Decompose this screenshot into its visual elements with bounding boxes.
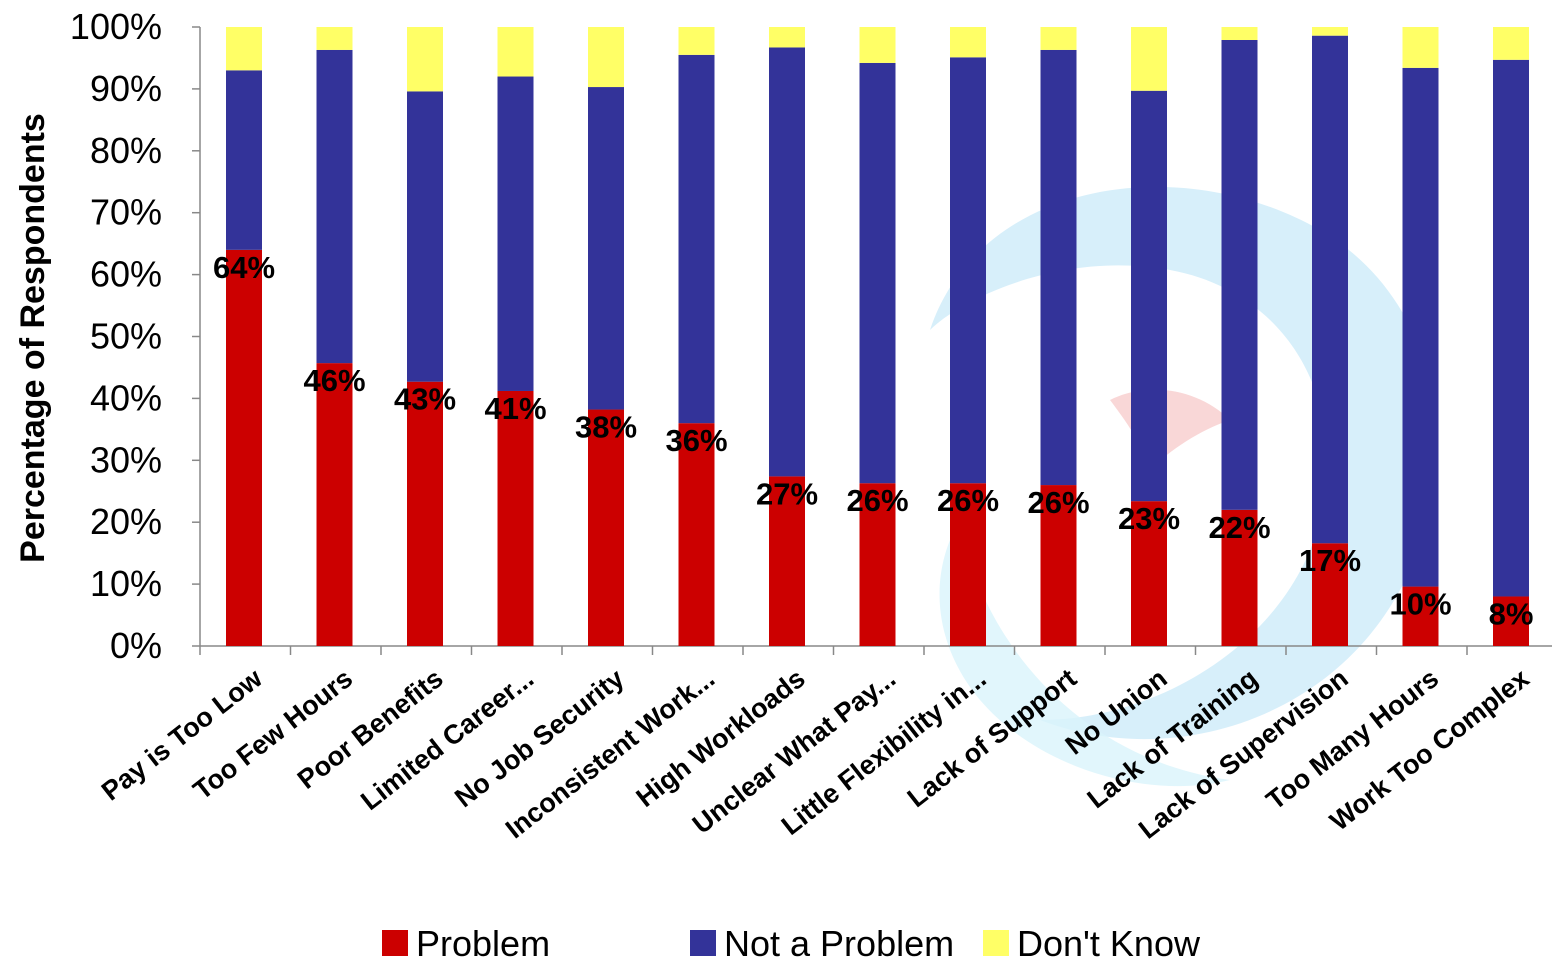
data-label: 36% (665, 423, 727, 458)
y-tick-label: 30% (90, 439, 162, 480)
bar-segment (1221, 509, 1258, 646)
legend-label: Not a Problem (724, 923, 954, 961)
y-axis-label: Percentage of Respondents (14, 113, 52, 563)
y-tick-label: 70% (90, 192, 162, 233)
watermark-swirl (930, 186, 1438, 787)
bar-segment (950, 57, 986, 484)
bar-segment (678, 54, 715, 424)
data-label: 43% (394, 382, 456, 417)
y-tick-label: 0% (110, 625, 162, 666)
bar-segment (950, 483, 986, 646)
bar-segment (1493, 59, 1529, 597)
category-label: Too Few Hours (188, 663, 359, 805)
bar-segment (950, 27, 986, 58)
data-label: 26% (937, 483, 999, 518)
bar-segment (588, 27, 624, 88)
data-label: 27% (756, 476, 818, 511)
bar-segment (497, 27, 534, 77)
legend-swatch (690, 930, 716, 956)
bar-segment (1312, 27, 1348, 36)
bars-group (226, 27, 1529, 646)
y-tick-label: 50% (90, 316, 162, 357)
data-label: 38% (575, 410, 637, 445)
bar-segment (497, 76, 534, 391)
bar-segment (859, 483, 896, 646)
bar-segment (678, 423, 715, 646)
bar-segment (588, 409, 624, 646)
plot-axes: 0% 10% 20% 30% 40% 50% 60% 70% 80% 90% 100% (70, 6, 1552, 666)
bar-segment (407, 381, 443, 646)
bar-segment (1040, 49, 1077, 486)
data-label: 8% (1489, 596, 1534, 631)
bar-segment (226, 70, 262, 250)
bar-segment (226, 27, 262, 71)
bar-segment (316, 363, 353, 646)
y-tick-label: 80% (90, 130, 162, 171)
data-label: 41% (484, 391, 546, 426)
bar-segment (1221, 39, 1258, 510)
bar-segment (1493, 27, 1529, 60)
legend-swatch (983, 930, 1009, 956)
data-label: 17% (1299, 543, 1361, 578)
data-label: 22% (1208, 510, 1270, 545)
legend-label: Don't Know (1017, 923, 1201, 961)
bar-segment (1040, 485, 1077, 646)
y-tick-label: 60% (90, 254, 162, 295)
data-label: 10% (1389, 587, 1451, 622)
data-label: 23% (1118, 501, 1180, 536)
bar-segment (407, 91, 443, 382)
data-labels-group: 64% 46% 43% 41% 38% 36% 27% 26% 26% 26% 23% 22% 17% 1… (213, 250, 1533, 632)
bar-segment (316, 49, 353, 364)
bar-segment (316, 27, 353, 50)
bar-segment (588, 87, 624, 410)
y-tick-label: 10% (90, 563, 162, 604)
y-tick-label: 90% (90, 68, 162, 109)
bar-segment (1131, 27, 1167, 91)
bar-segment (769, 476, 805, 646)
data-label: 26% (1027, 485, 1089, 520)
bar-segment (1131, 501, 1167, 646)
bar-segment (769, 47, 805, 477)
bar-segment (1402, 67, 1439, 587)
y-tick-label: 40% (90, 377, 162, 418)
bar-segment (1402, 586, 1439, 646)
bar-segment (407, 27, 443, 92)
bar-segment (226, 249, 262, 646)
bar-segment (859, 27, 896, 63)
bar-segment (1131, 90, 1167, 502)
bar-segment (1221, 27, 1258, 40)
data-label: 64% (213, 250, 275, 285)
bar-segment (1402, 27, 1439, 68)
legend-swatch (382, 930, 408, 956)
bar-segment (678, 27, 715, 55)
bar-segment (769, 27, 805, 48)
bar-segment (1493, 596, 1529, 646)
legend: Problem Not a Problem Don't Know (382, 923, 1201, 961)
bar-segment (1312, 35, 1348, 544)
data-label: 46% (303, 363, 365, 398)
category-label: Pay is Too Low (96, 662, 269, 806)
bar-segment (859, 62, 896, 484)
data-label: 26% (846, 483, 908, 518)
y-tick-label: 100% (70, 6, 162, 47)
y-tick-label: 20% (90, 501, 162, 542)
bar-segment (1040, 27, 1077, 50)
bar-segment (497, 390, 534, 646)
bar-segment (1312, 543, 1348, 646)
legend-label: Problem (416, 923, 550, 961)
